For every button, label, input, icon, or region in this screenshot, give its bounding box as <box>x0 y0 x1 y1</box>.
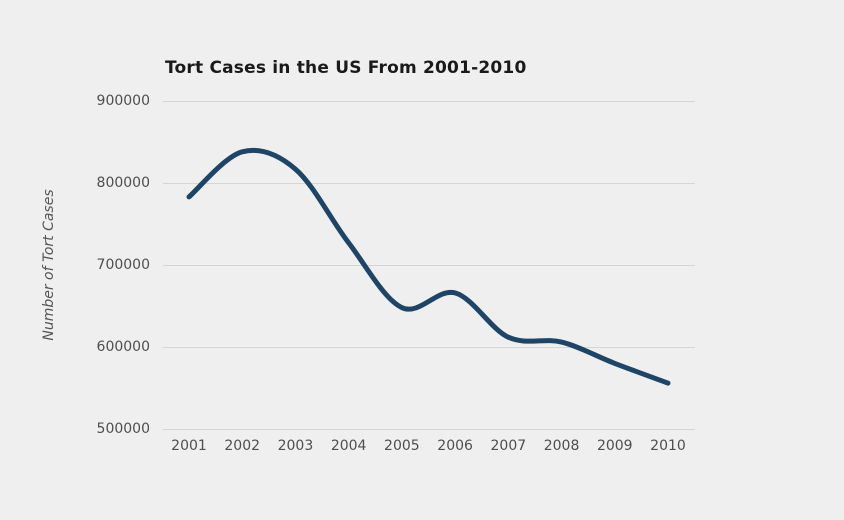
chart-title: Tort Cases in the US From 2001-2010 <box>165 58 527 78</box>
series-line <box>186 147 671 386</box>
x-tick-label: 2010 <box>650 438 686 454</box>
y-tick-label: 900000 <box>96 93 150 109</box>
y-tick-label: 600000 <box>96 339 150 355</box>
x-tick-label: 2004 <box>330 438 367 454</box>
x-tick-label: 2006 <box>437 438 473 454</box>
x-tick-label: 2003 <box>277 438 314 454</box>
y-tick-label: 700000 <box>96 257 150 273</box>
x-tick-label: 2002 <box>224 438 261 454</box>
y-tick-label: 500000 <box>96 421 150 437</box>
y-tick-label: 800000 <box>96 175 150 191</box>
x-tick-label: 2007 <box>490 438 527 454</box>
x-tick-label: 2008 <box>543 438 580 454</box>
x-tick-label: 2001 <box>171 438 207 454</box>
x-tick-label: 2005 <box>384 438 420 454</box>
x-tick-label: 2009 <box>596 438 633 454</box>
